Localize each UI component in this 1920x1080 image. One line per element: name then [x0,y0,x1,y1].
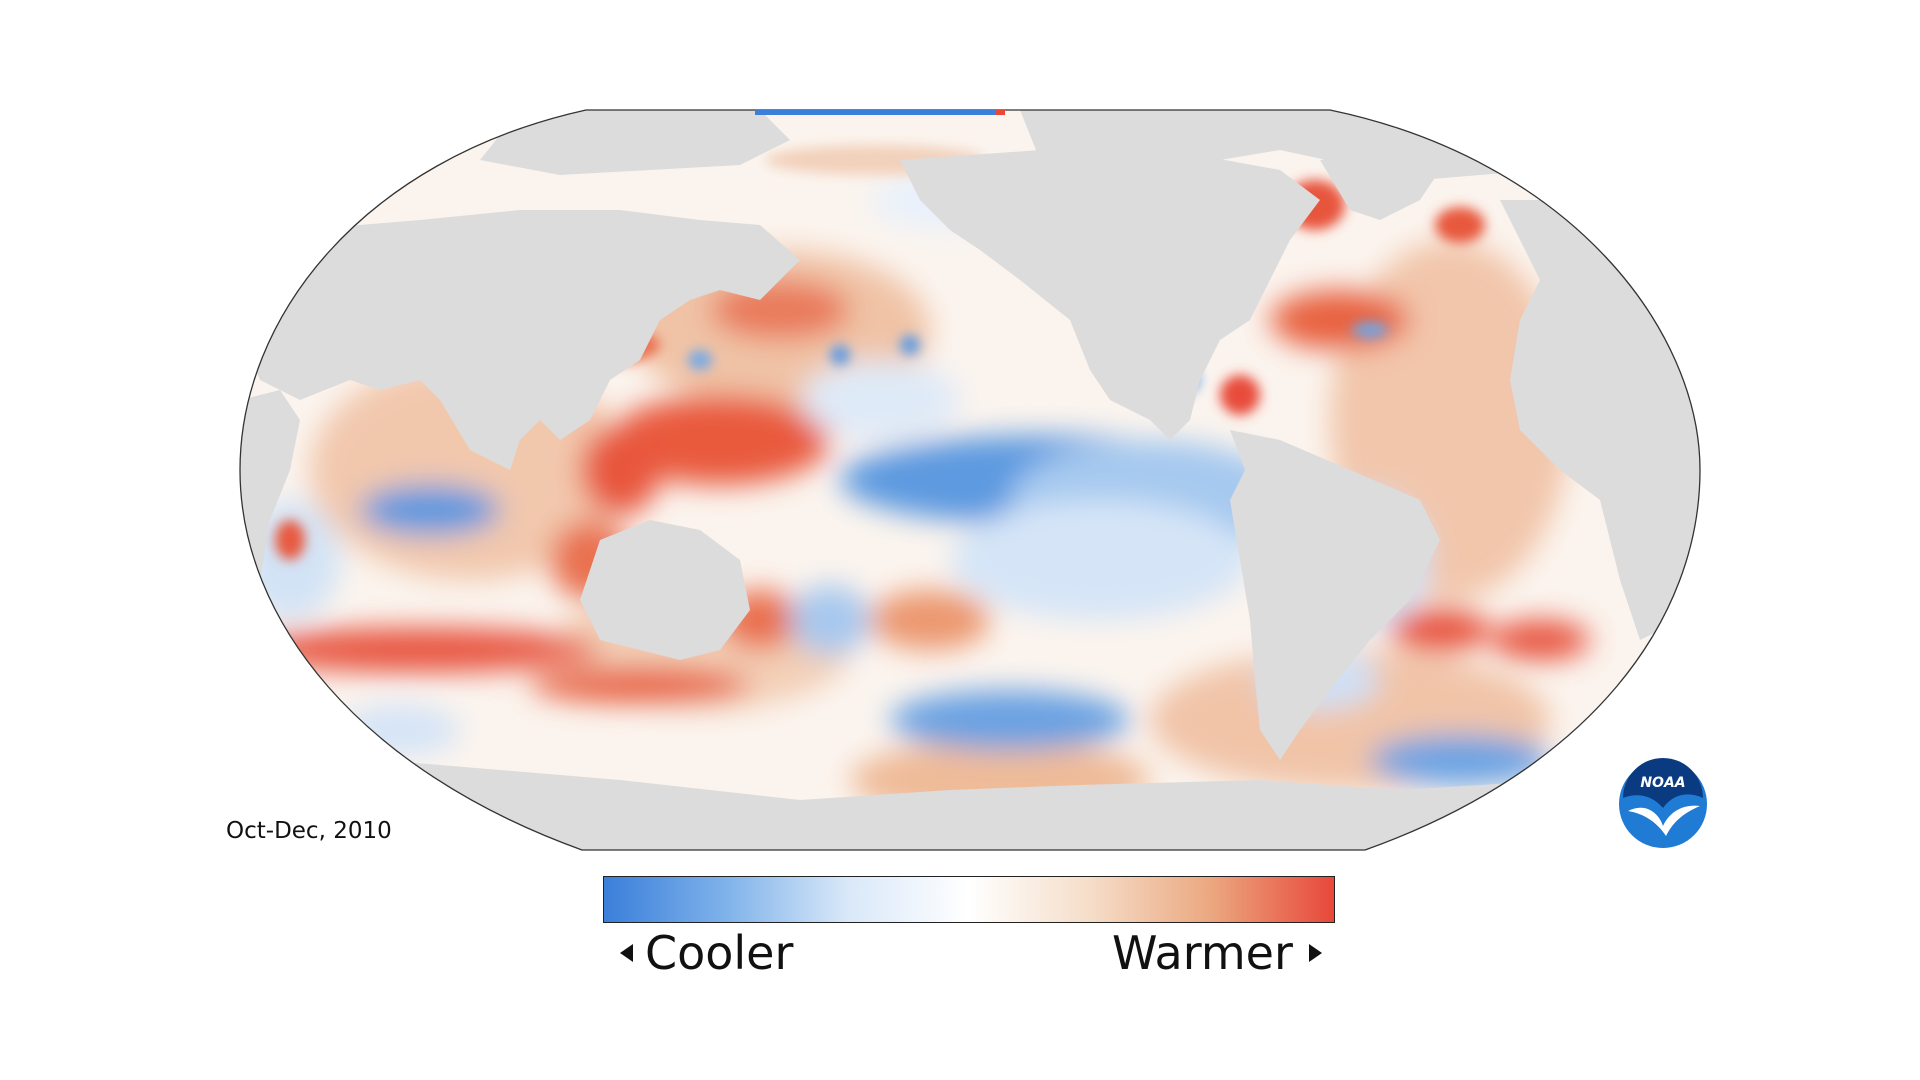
map-outline [239,109,1701,851]
color-scale-bar [603,876,1335,923]
top-strip-end [995,110,1005,115]
legend-warm-label: Warmer [1112,926,1293,980]
legend-cool: Cooler [620,926,793,980]
legend-cool-label: Cooler [645,926,794,980]
arrow-right-icon [1308,944,1322,962]
arrow-left-icon [620,944,633,962]
noaa-logo-icon: NOAA [1619,758,1707,848]
period-label: Oct-Dec, 2010 [226,818,392,844]
noaa-logo-text: NOAA [1640,775,1685,791]
top-strip [755,110,995,115]
legend-warm: Warmer [1112,926,1322,980]
